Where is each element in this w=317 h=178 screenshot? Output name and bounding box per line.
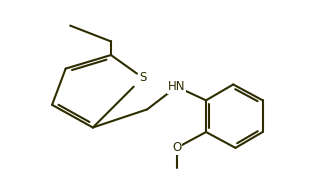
Text: HN: HN	[168, 80, 185, 93]
Text: O: O	[172, 141, 181, 154]
Text: S: S	[139, 71, 146, 84]
